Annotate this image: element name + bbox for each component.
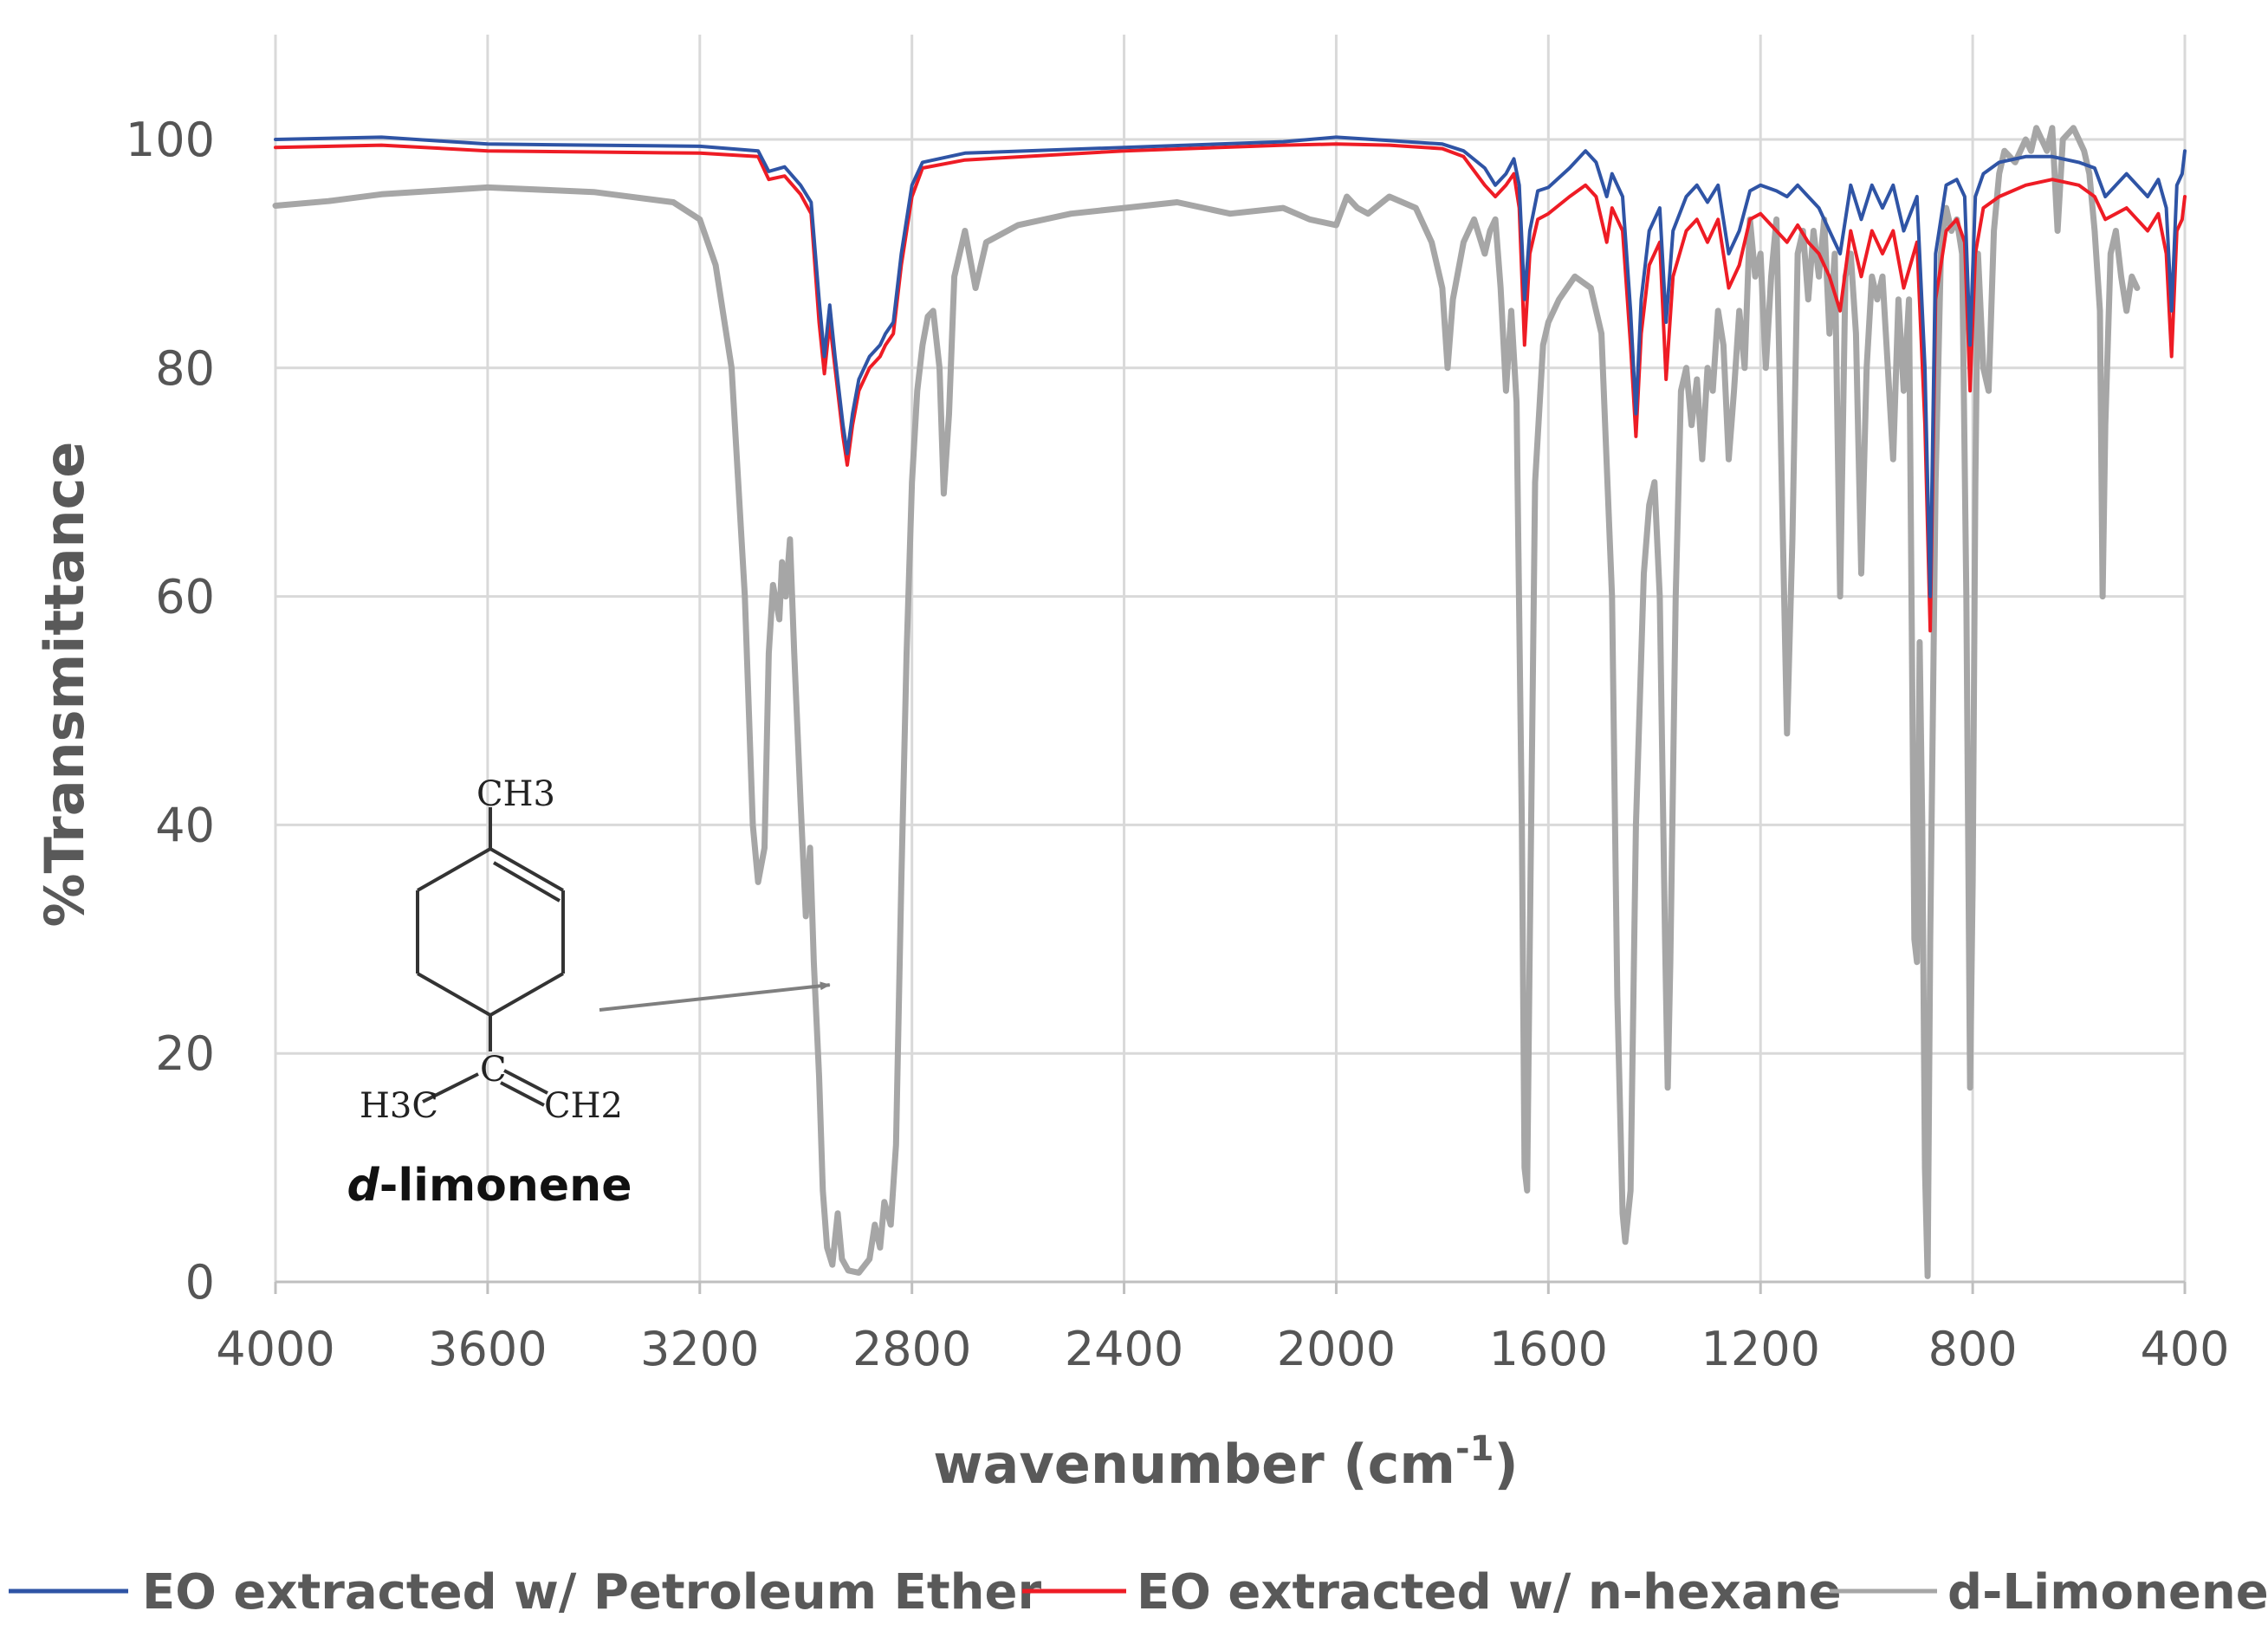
molecule-name: d-limonene xyxy=(347,1160,632,1212)
x-tick-label: 3200 xyxy=(640,1322,759,1376)
y-tick-label: 20 xyxy=(155,1026,215,1081)
y-tick-label: 60 xyxy=(155,570,215,624)
x-tick-label: 2400 xyxy=(1065,1322,1183,1376)
y-tick-label: 0 xyxy=(185,1255,215,1310)
legend-label-petroleum-ether: EO extracted w/ Petroleum Ether xyxy=(142,1564,1041,1621)
x-axis-title: wavenumber (cm-1) xyxy=(933,1429,1519,1496)
y-tick-label: 80 xyxy=(155,341,215,396)
d-limonene-structure: CH3 C H3C CH2 d-limonene xyxy=(347,774,831,1212)
x-tick-label: 2000 xyxy=(1277,1322,1396,1376)
annotation-arrow xyxy=(599,981,831,1012)
x-tick-label: 1200 xyxy=(1701,1322,1820,1376)
y-axis-title: %Transmittance xyxy=(33,442,96,928)
molecule-ch2-label: CH2 xyxy=(544,1086,623,1126)
legend: EO extracted w/ Petroleum Ether EO extra… xyxy=(9,1564,2268,1621)
y-tick-label: 40 xyxy=(155,798,215,852)
legend-label-d-limonene: d-Limonene xyxy=(1947,1564,2268,1621)
series-line-eo-extracted-w-petroleum-ether xyxy=(274,135,2187,599)
x-tick-label: 4000 xyxy=(216,1322,334,1376)
x-tick-label: 800 xyxy=(1928,1322,2018,1376)
molecule-h3c-label: H3C xyxy=(360,1086,438,1126)
x-tick-label: 3600 xyxy=(428,1322,547,1376)
x-tick-label: 400 xyxy=(2140,1322,2229,1376)
y-tick-label: 100 xyxy=(126,113,215,167)
legend-label-n-hexane: EO extracted w/ n-hexane xyxy=(1137,1564,1842,1621)
series-lines xyxy=(272,125,2187,1279)
x-tick-label: 1600 xyxy=(1489,1322,1608,1376)
x-tick-label: 2800 xyxy=(852,1322,971,1376)
molecule-c-label: C xyxy=(480,1050,507,1090)
axes: 4000 3600 3200 2800 2400 2000 1600 1200 800 40002… xyxy=(126,113,2230,1376)
molecule-ch3-label: CH3 xyxy=(476,774,555,814)
series-line-eo-extracted-w-n-hexane xyxy=(274,142,2187,633)
series-line-d-limonene xyxy=(272,125,2141,1279)
